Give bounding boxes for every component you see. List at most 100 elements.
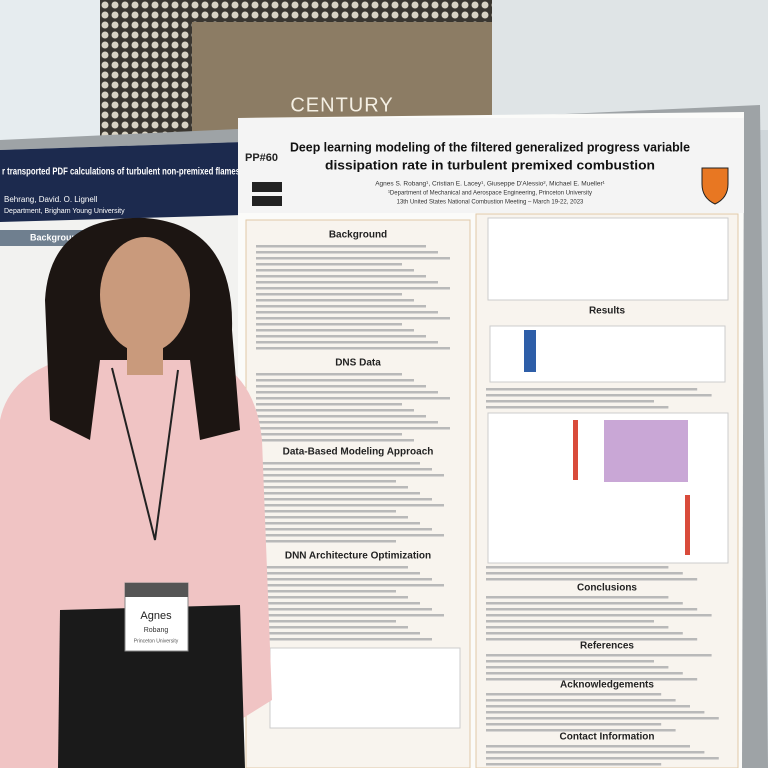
text-line (256, 626, 408, 629)
text-line (256, 596, 408, 599)
pants (58, 605, 245, 768)
text-line (486, 717, 719, 720)
text-line (256, 528, 432, 531)
bar-graphic (524, 330, 536, 372)
text-line (256, 504, 444, 507)
text-line (256, 590, 396, 593)
badge-institution: Princeton University (134, 638, 179, 644)
text-line (486, 566, 669, 569)
poster-title: dissipation rate in turbulent premixed c… (325, 157, 655, 172)
text-line (256, 462, 420, 465)
section-heading: Conclusions (577, 583, 637, 594)
text-line (486, 388, 698, 391)
badge-header (125, 583, 188, 597)
text-line (256, 379, 414, 382)
section-heading: Data-Based Modeling Approach (283, 447, 434, 458)
logo (252, 182, 282, 192)
text-line (256, 275, 426, 278)
lanyard (111, 367, 179, 541)
section-heading: Results (589, 306, 626, 317)
sign: CENTURY (290, 94, 393, 116)
text-line (256, 638, 432, 641)
text-line (486, 672, 683, 675)
text-line (256, 614, 444, 617)
text-line (256, 347, 450, 350)
text-line (256, 608, 432, 611)
heatmap-graphic (604, 420, 688, 482)
section-heading: Acknowledgements (560, 680, 654, 691)
section-heading: DNS Data (335, 358, 381, 369)
text-line (256, 245, 426, 248)
text-line (486, 666, 669, 669)
text-line (256, 293, 402, 296)
text-line (256, 263, 402, 266)
left-poster-section: Background (30, 232, 83, 242)
text-line (256, 510, 396, 513)
left-plots (269, 647, 461, 729)
text-line (256, 257, 450, 260)
text-line (256, 540, 396, 543)
text-line (256, 391, 438, 394)
poster-header (238, 118, 744, 213)
poster-authors: Agnes S. Robang¹, Cristian E. Lacey¹, Gi… (375, 181, 605, 188)
section-heading: Background (329, 230, 387, 241)
text-line (256, 439, 414, 442)
text-line (256, 415, 426, 418)
left-poster-header (0, 142, 243, 222)
text-line (486, 608, 698, 611)
text-line (256, 427, 450, 430)
text-line (256, 281, 438, 284)
text-line (256, 403, 402, 406)
text-line (486, 394, 712, 397)
text-line (486, 711, 705, 714)
text-line (256, 269, 414, 272)
text-line (256, 632, 420, 635)
colorbar (573, 420, 578, 480)
text-line (486, 699, 676, 702)
badge-last-name: Robang (144, 627, 169, 634)
text-line (256, 534, 444, 537)
text-line (256, 468, 432, 471)
text-line (486, 745, 690, 748)
text-line (486, 729, 676, 732)
text-line (486, 620, 654, 623)
poster-id: PP#60 (245, 152, 278, 164)
text-line (486, 602, 683, 605)
text-line (256, 492, 420, 495)
text-line (256, 323, 402, 326)
text-line (486, 757, 719, 760)
text-line (256, 373, 402, 376)
text-line (256, 251, 438, 254)
text-line (256, 305, 426, 308)
left-poster-title: r transported PDF calculations of turbul… (2, 167, 240, 178)
badge-first-name: Agnes (140, 610, 172, 622)
poster-title: Deep learning modeling of the filtered g… (290, 139, 690, 154)
section-heading: References (580, 641, 634, 652)
text-line (486, 578, 698, 581)
text-line (256, 287, 450, 290)
text-line (486, 654, 712, 657)
text-line (486, 614, 712, 617)
text-line (256, 602, 420, 605)
text-line (256, 516, 408, 519)
text-line (256, 311, 438, 314)
text-line (486, 678, 698, 681)
text-line (486, 763, 662, 766)
text-line (256, 335, 426, 338)
text-line (486, 693, 662, 696)
text-line (256, 299, 414, 302)
section-heading: Contact Information (560, 732, 655, 743)
text-line (486, 632, 683, 635)
text-line (256, 578, 432, 581)
text-line (256, 409, 414, 412)
text-line (256, 620, 396, 623)
text-line (256, 498, 432, 501)
text-line (256, 474, 444, 477)
ceiling-trim (192, 0, 492, 22)
face (100, 237, 190, 353)
text-line (256, 421, 438, 424)
text-line (256, 433, 402, 436)
colorbar (685, 495, 690, 555)
text-line (256, 566, 408, 569)
